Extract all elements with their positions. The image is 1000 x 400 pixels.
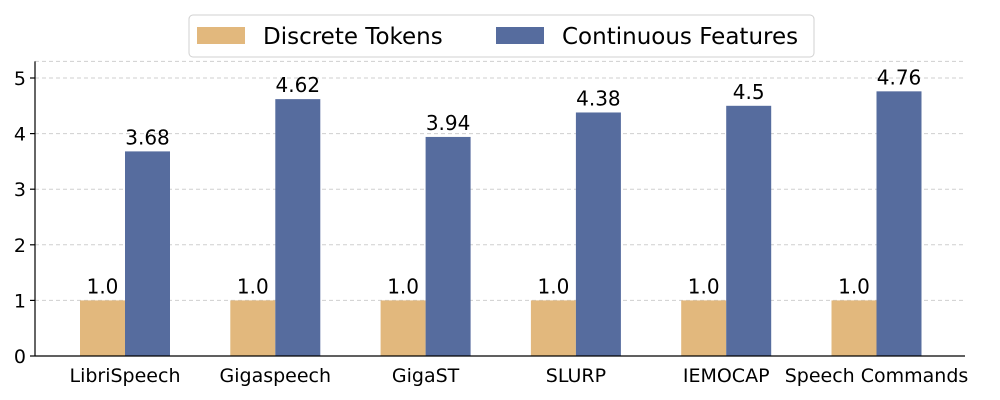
bar-continuous-5 [876,91,922,357]
data-label-discrete-2: 1.0 [387,274,419,298]
x-tick-label-1: Gigaspeech [220,365,332,387]
bar-discrete-3 [530,300,576,356]
bar-discrete-1 [230,300,276,356]
data-label-discrete-5: 1.0 [838,274,870,298]
data-label-discrete-4: 1.0 [688,274,720,298]
bar-continuous-2 [425,136,471,356]
x-tick-label-2: GigaST [392,365,460,387]
bar-discrete-5 [831,300,877,356]
data-label-continuous-1: 4.62 [276,73,321,97]
bar-discrete-4 [681,300,727,356]
y-tick-label-3: 3 [14,179,26,201]
data-label-continuous-2: 3.94 [426,111,471,135]
legend-swatch-discrete [197,27,245,44]
bar-continuous-4 [726,105,772,356]
bars [80,91,922,357]
x-tick-label-4: IEMOCAP [683,365,770,387]
x-tick-label-3: SLURP [546,365,606,387]
axes: 0 1 2 3 4 5 LibriSpeech Gigaspeech GigaST SLURP IE… [14,61,968,387]
bar-continuous-3 [575,112,621,356]
legend: Discrete Tokens Continuous Features [188,14,815,58]
data-label-continuous-5: 4.76 [877,65,922,89]
x-tick-label-5: Speech Commands [785,365,969,387]
bar-discrete-0 [80,300,125,356]
legend-swatch-continuous [496,27,544,44]
data-labels: 1.0 3.68 1.0 4.62 1.0 3.94 1.0 4.38 1.0 4.5 1.0 4.7… [87,65,922,298]
data-label-discrete-3: 1.0 [537,274,569,298]
y-tick-label-1: 1 [14,290,26,312]
y-tick-label-0: 0 [14,346,26,368]
y-tick-label-5: 5 [14,68,26,90]
data-label-continuous-4: 4.5 [733,80,765,104]
data-label-discrete-0: 1.0 [87,274,119,298]
legend-label-discrete: Discrete Tokens [263,24,443,50]
y-tick-label-2: 2 [14,235,26,257]
grid-lines [35,60,965,301]
bar-discrete-2 [380,300,426,356]
data-label-discrete-1: 1.0 [237,274,269,298]
bar-continuous-1 [275,99,321,357]
x-tick-label-0: LibriSpeech [69,365,180,387]
data-label-continuous-3: 4.38 [576,86,621,110]
y-tick-label-4: 4 [14,124,26,146]
legend-label-continuous: Continuous Features [562,24,798,50]
data-label-continuous-0: 3.68 [125,125,170,149]
bar-continuous-0 [125,151,170,356]
